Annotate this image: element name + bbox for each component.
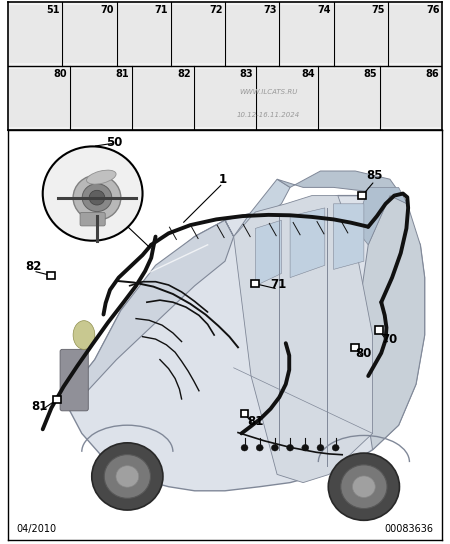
Bar bbox=[195, 69, 255, 127]
Text: 73: 73 bbox=[263, 5, 277, 15]
Text: 80: 80 bbox=[356, 348, 372, 360]
Bar bbox=[71, 69, 131, 127]
Polygon shape bbox=[64, 196, 425, 491]
Text: WWW.ILCATS.RU: WWW.ILCATS.RU bbox=[239, 89, 297, 95]
Text: 85: 85 bbox=[364, 69, 378, 79]
Text: 1: 1 bbox=[219, 172, 227, 186]
Bar bbox=[48, 272, 55, 279]
Circle shape bbox=[89, 190, 105, 205]
Text: 74: 74 bbox=[317, 5, 331, 15]
Bar bbox=[226, 4, 279, 64]
Circle shape bbox=[341, 465, 387, 509]
Text: 81: 81 bbox=[31, 400, 47, 413]
Bar bbox=[381, 69, 441, 127]
Text: 04/2010: 04/2010 bbox=[17, 523, 57, 534]
Text: 80: 80 bbox=[54, 69, 68, 79]
Text: 70: 70 bbox=[100, 5, 114, 15]
Circle shape bbox=[104, 455, 150, 498]
Polygon shape bbox=[234, 196, 373, 483]
Text: 72: 72 bbox=[209, 5, 222, 15]
Text: 86: 86 bbox=[426, 69, 439, 79]
Text: 51: 51 bbox=[46, 5, 60, 15]
Circle shape bbox=[302, 444, 309, 451]
Circle shape bbox=[332, 444, 339, 451]
Text: 82: 82 bbox=[178, 69, 191, 79]
Bar bbox=[171, 4, 224, 64]
Bar bbox=[389, 4, 441, 64]
Text: 10.12-16.11.2024: 10.12-16.11.2024 bbox=[237, 112, 300, 118]
Text: 85: 85 bbox=[366, 169, 383, 182]
Polygon shape bbox=[355, 196, 425, 450]
Bar bbox=[334, 4, 387, 64]
Circle shape bbox=[287, 444, 293, 451]
Polygon shape bbox=[75, 220, 234, 392]
Text: 50: 50 bbox=[106, 136, 122, 149]
Circle shape bbox=[241, 444, 248, 451]
FancyBboxPatch shape bbox=[80, 212, 105, 226]
Polygon shape bbox=[355, 187, 407, 245]
Polygon shape bbox=[225, 179, 290, 237]
Bar bbox=[280, 4, 333, 64]
Circle shape bbox=[271, 444, 279, 451]
Bar bbox=[375, 326, 383, 334]
Bar bbox=[351, 344, 359, 351]
Circle shape bbox=[352, 476, 375, 497]
Circle shape bbox=[82, 184, 112, 212]
Polygon shape bbox=[290, 208, 325, 277]
Polygon shape bbox=[277, 171, 407, 204]
Text: 81: 81 bbox=[247, 416, 264, 429]
Circle shape bbox=[92, 443, 163, 510]
Bar bbox=[9, 69, 69, 127]
Bar bbox=[358, 192, 366, 199]
Bar bbox=[252, 280, 259, 287]
Circle shape bbox=[73, 175, 121, 220]
Text: 71: 71 bbox=[155, 5, 168, 15]
Text: 75: 75 bbox=[372, 5, 385, 15]
Text: 76: 76 bbox=[426, 5, 439, 15]
Bar bbox=[241, 410, 248, 417]
Text: 70: 70 bbox=[381, 332, 397, 345]
Text: 84: 84 bbox=[302, 69, 315, 79]
Bar bbox=[257, 69, 317, 127]
Bar bbox=[117, 4, 170, 64]
Bar bbox=[9, 4, 61, 64]
Circle shape bbox=[328, 453, 400, 520]
Text: 83: 83 bbox=[240, 69, 253, 79]
Polygon shape bbox=[333, 204, 364, 269]
Bar bbox=[133, 69, 193, 127]
Ellipse shape bbox=[86, 170, 116, 184]
Ellipse shape bbox=[73, 320, 95, 349]
Text: 00083636: 00083636 bbox=[384, 523, 433, 534]
Polygon shape bbox=[256, 220, 281, 286]
Text: 81: 81 bbox=[116, 69, 130, 79]
FancyBboxPatch shape bbox=[60, 349, 88, 411]
Circle shape bbox=[43, 146, 143, 240]
Circle shape bbox=[256, 444, 263, 451]
Bar bbox=[53, 396, 60, 404]
Bar bbox=[319, 69, 379, 127]
Bar bbox=[63, 4, 116, 64]
Text: 82: 82 bbox=[25, 259, 41, 273]
Circle shape bbox=[116, 466, 139, 487]
Circle shape bbox=[317, 444, 324, 451]
Text: 71: 71 bbox=[270, 277, 286, 290]
